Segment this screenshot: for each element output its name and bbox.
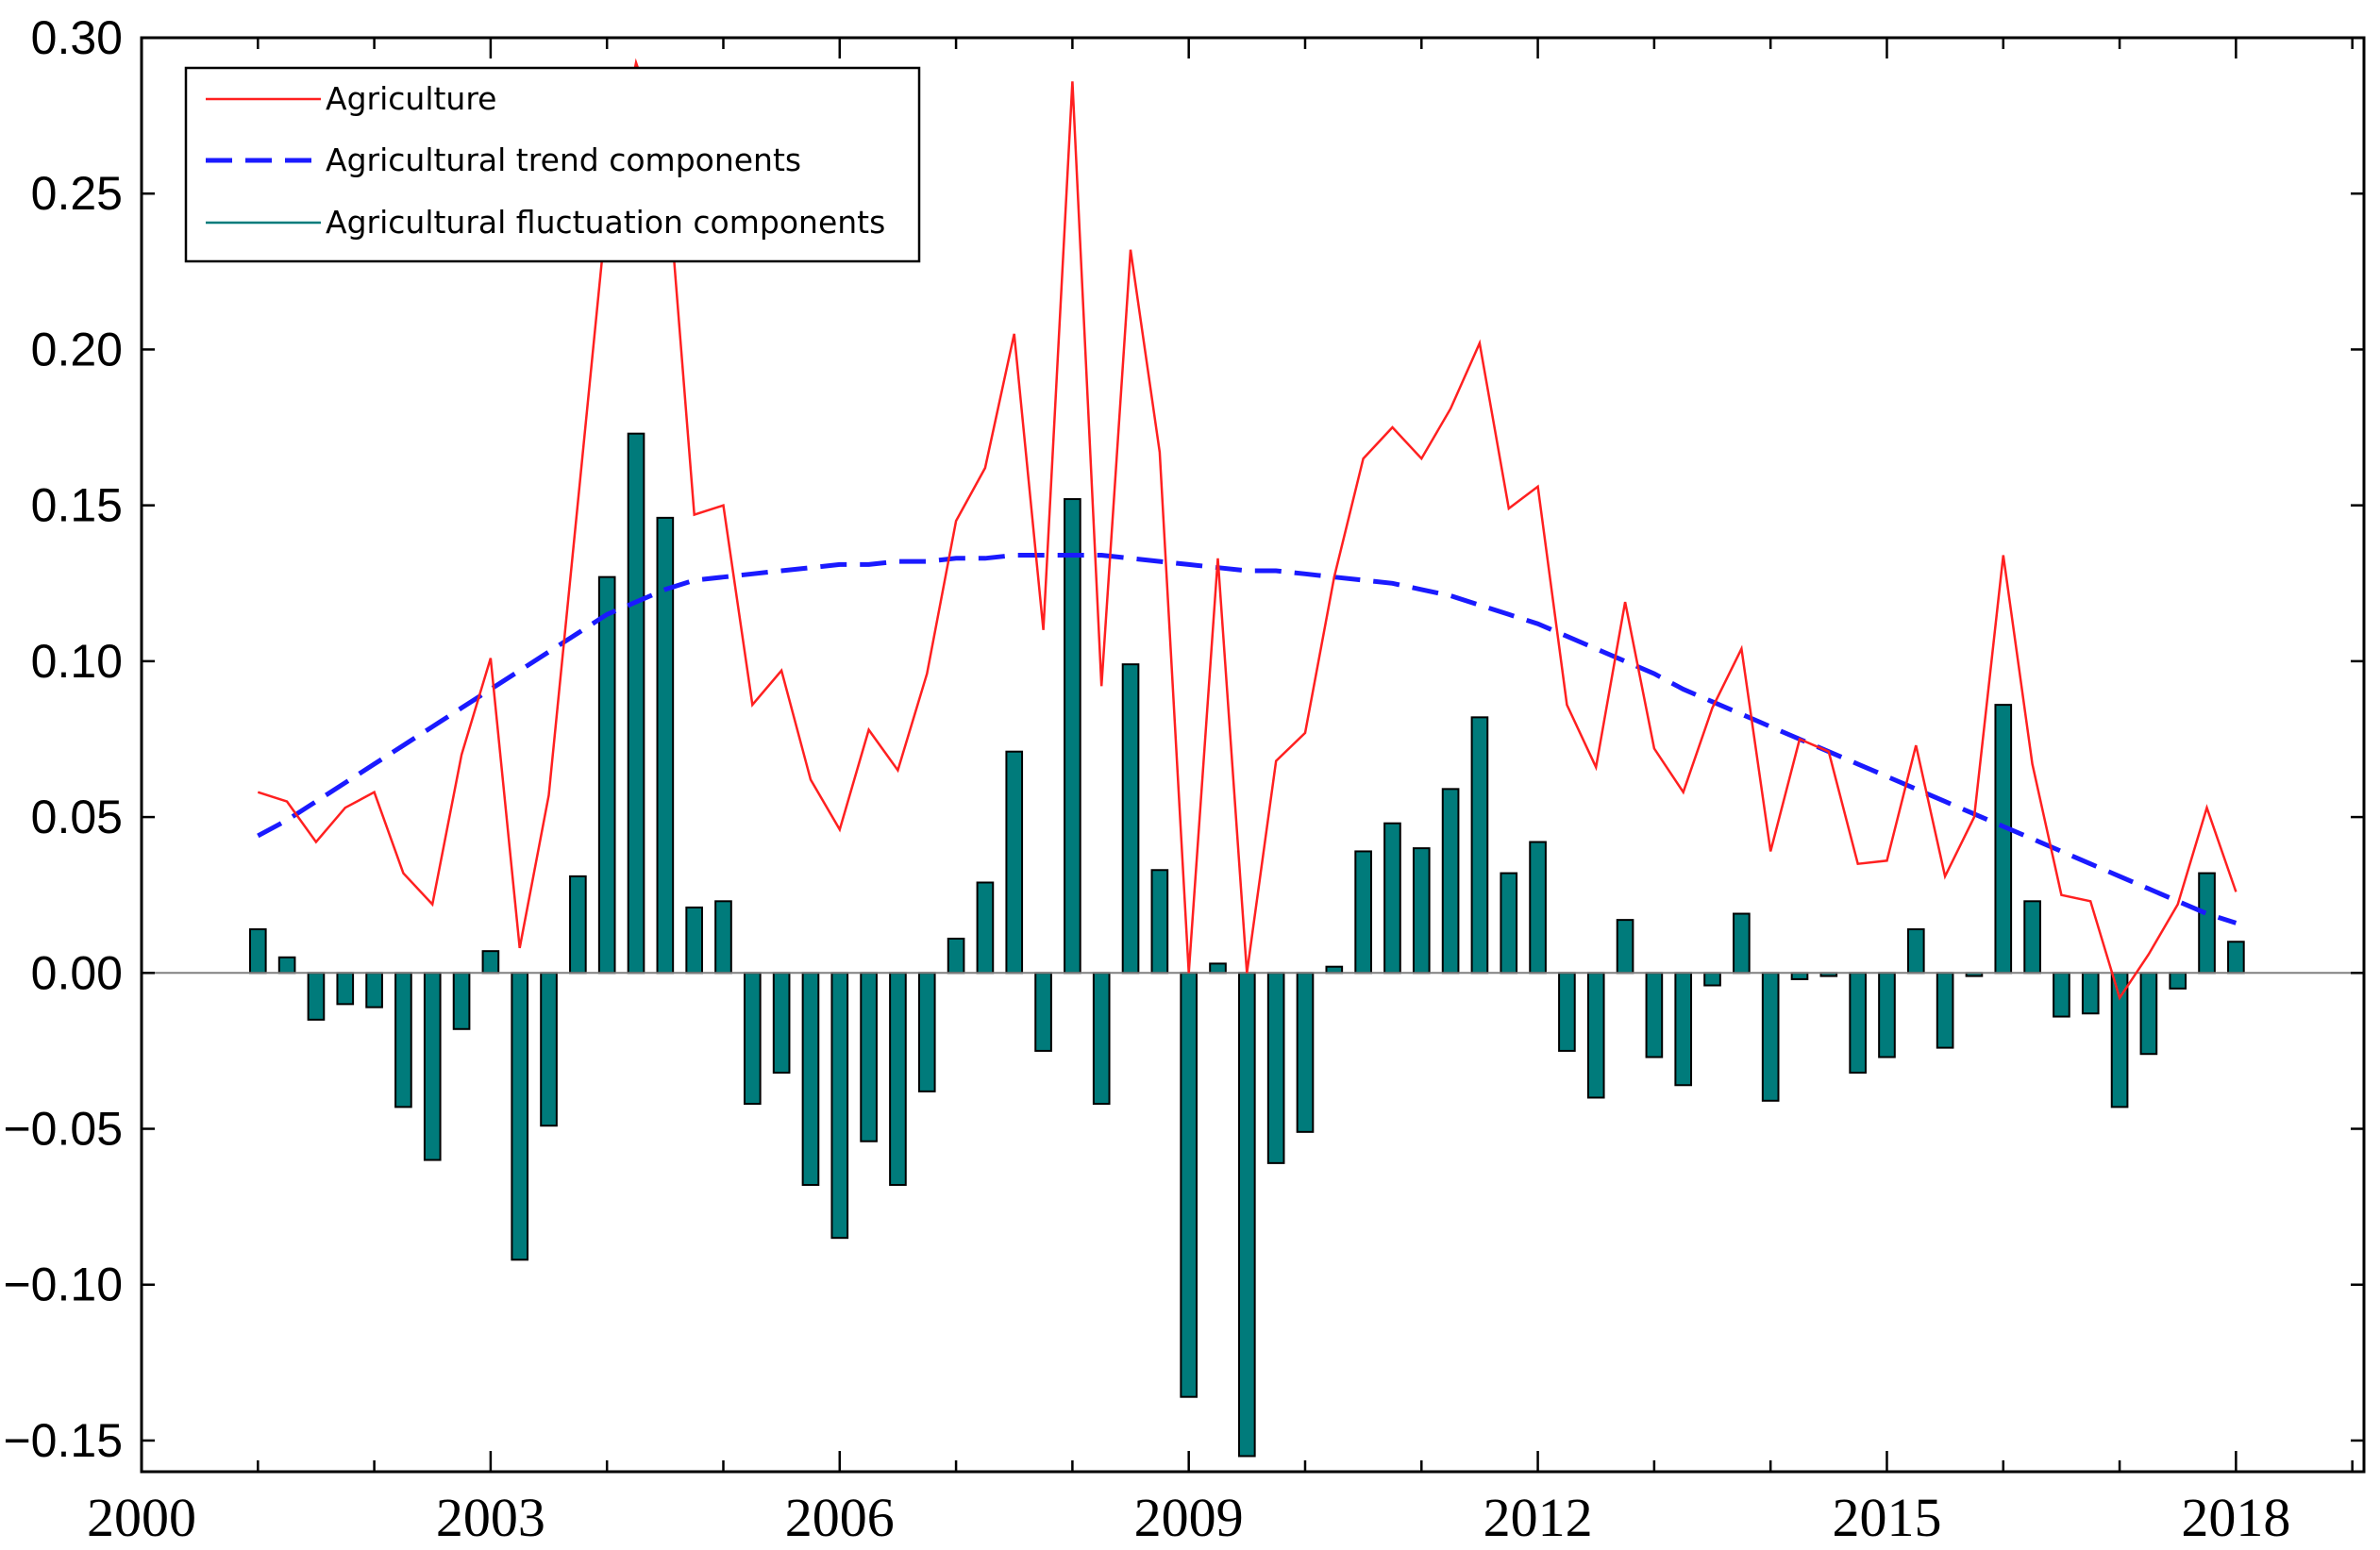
xtick-label: 2015 — [1832, 1487, 1941, 1548]
fluctuation-bar — [1529, 841, 1547, 975]
fluctuation-bar — [714, 900, 732, 975]
fluctuation-bar — [830, 972, 849, 1240]
xtick-label: 2018 — [2181, 1487, 2290, 1548]
fluctuation-bar — [1296, 972, 1315, 1133]
fluctuation-bar — [1441, 788, 1460, 975]
ytick-label: 0.15 — [31, 479, 123, 532]
fluctuation-bar — [1209, 962, 1227, 975]
fluctuation-bar — [976, 881, 995, 975]
fluctuation-bar — [1616, 919, 1634, 975]
fluctuation-bar — [1238, 972, 1256, 1458]
ytick-label: 0.00 — [31, 946, 123, 999]
fluctuation-bar — [1412, 847, 1431, 975]
fluctuation-bar — [1121, 663, 1140, 975]
ytick-label: −0.15 — [3, 1414, 123, 1467]
y-axis: 0.30 0.25 0.20 0.15 0.10 0.05 0.00 −0.05 −0.10 −0… — [3, 11, 2364, 1467]
plot-frame — [140, 36, 2366, 1474]
fluctuation-bar — [2198, 872, 2216, 975]
fluctuation-bar — [2169, 972, 2187, 990]
fluctuation-bar — [2227, 941, 2245, 975]
fluctuation-bar — [743, 972, 762, 1106]
fluctuation-bar — [307, 972, 326, 1021]
x-axis: 2000 2003 2006 2009 2012 2015 2018 — [87, 38, 2354, 1548]
fluctuation-bar — [627, 432, 645, 975]
fluctuation-bar — [1150, 869, 1169, 975]
fluctuation-bar — [889, 972, 907, 1186]
fluctuation-bar — [597, 575, 616, 975]
fluctuation-bar — [511, 972, 529, 1261]
fluctuation-bar — [860, 972, 878, 1142]
fluctuation-bar — [394, 972, 412, 1108]
ytick-label: 0.30 — [31, 11, 123, 64]
fluctuation-bar — [1674, 972, 1693, 1087]
ytick-label: 0.20 — [31, 323, 123, 375]
fluctuation-bar — [1034, 972, 1052, 1052]
legend: Agriculture Agricultural trend component… — [184, 66, 921, 263]
fluctuation-bar — [423, 972, 442, 1161]
xtick-label: 2000 — [87, 1487, 196, 1548]
fluctuation-bar — [2053, 972, 2070, 1018]
fluctuation-bar — [2023, 900, 2041, 975]
fluctuation-bar — [277, 956, 296, 975]
agriculture-series-line — [257, 58, 2238, 1001]
fluctuation-bar — [540, 972, 558, 1127]
fluctuation-bar — [1470, 716, 1489, 975]
fluctuation-bar — [1500, 872, 1518, 975]
xtick-label: 2012 — [1483, 1487, 1593, 1548]
ytick-label: −0.05 — [3, 1103, 123, 1156]
fluctuation-bar — [1180, 972, 1198, 1398]
fluctuation-bar — [1645, 972, 1664, 1058]
ytick-label: 0.10 — [31, 635, 123, 688]
xtick-label: 2009 — [1134, 1487, 1244, 1548]
legend-agriculture-label: Agriculture — [326, 80, 496, 117]
fluctuation-bar — [1906, 928, 1925, 975]
fluctuation-bar — [947, 937, 965, 975]
fluctuation-bar — [481, 950, 500, 975]
fluctuation-bar — [1354, 850, 1372, 975]
fluctuation-bar — [2139, 972, 2158, 1056]
fluctuation-bar — [569, 875, 587, 975]
fluctuation-bar — [336, 972, 355, 1006]
fluctuation-bar — [452, 972, 471, 1030]
fluctuation-bar — [2081, 972, 2100, 1015]
ytick-label: 0.25 — [31, 167, 123, 220]
fluctuation-bar — [1849, 972, 1867, 1075]
xtick-label: 2003 — [436, 1487, 545, 1548]
fluctuation-bar — [365, 972, 383, 1008]
fluctuation-bar — [1703, 972, 1721, 987]
fluctuation-bar — [772, 972, 791, 1075]
fluctuation-bar — [1558, 972, 1576, 1052]
legend-fluctuation-label: Agricultural fluctuation components — [326, 204, 885, 241]
fluctuation-bar — [1994, 704, 2013, 975]
fluctuation-bar — [917, 972, 936, 1092]
fluctuation-bar — [1936, 972, 1954, 1049]
fluctuation-bar — [1383, 822, 1401, 975]
fluctuation-bar — [1266, 972, 1285, 1164]
fluctuation-bar — [1005, 750, 1024, 975]
fluctuation-bar — [1733, 912, 1751, 975]
fluctuation-bar — [1064, 498, 1081, 975]
ytick-label: 0.05 — [31, 791, 123, 843]
fluctuation-bar — [1586, 972, 1605, 1099]
fluctuation-bar — [1878, 972, 1896, 1058]
fluctuation-bar — [801, 972, 820, 1186]
fluctuation-bar — [248, 928, 267, 975]
fluctuation-bar — [2110, 972, 2129, 1108]
fluctuation-bar — [685, 906, 703, 975]
fluctuation-bar — [1092, 972, 1111, 1106]
xtick-label: 2006 — [785, 1487, 895, 1548]
legend-trend-label: Agricultural trend components — [326, 142, 801, 178]
ytick-label: −0.10 — [3, 1258, 123, 1311]
fluctuation-bar — [1761, 972, 1780, 1102]
